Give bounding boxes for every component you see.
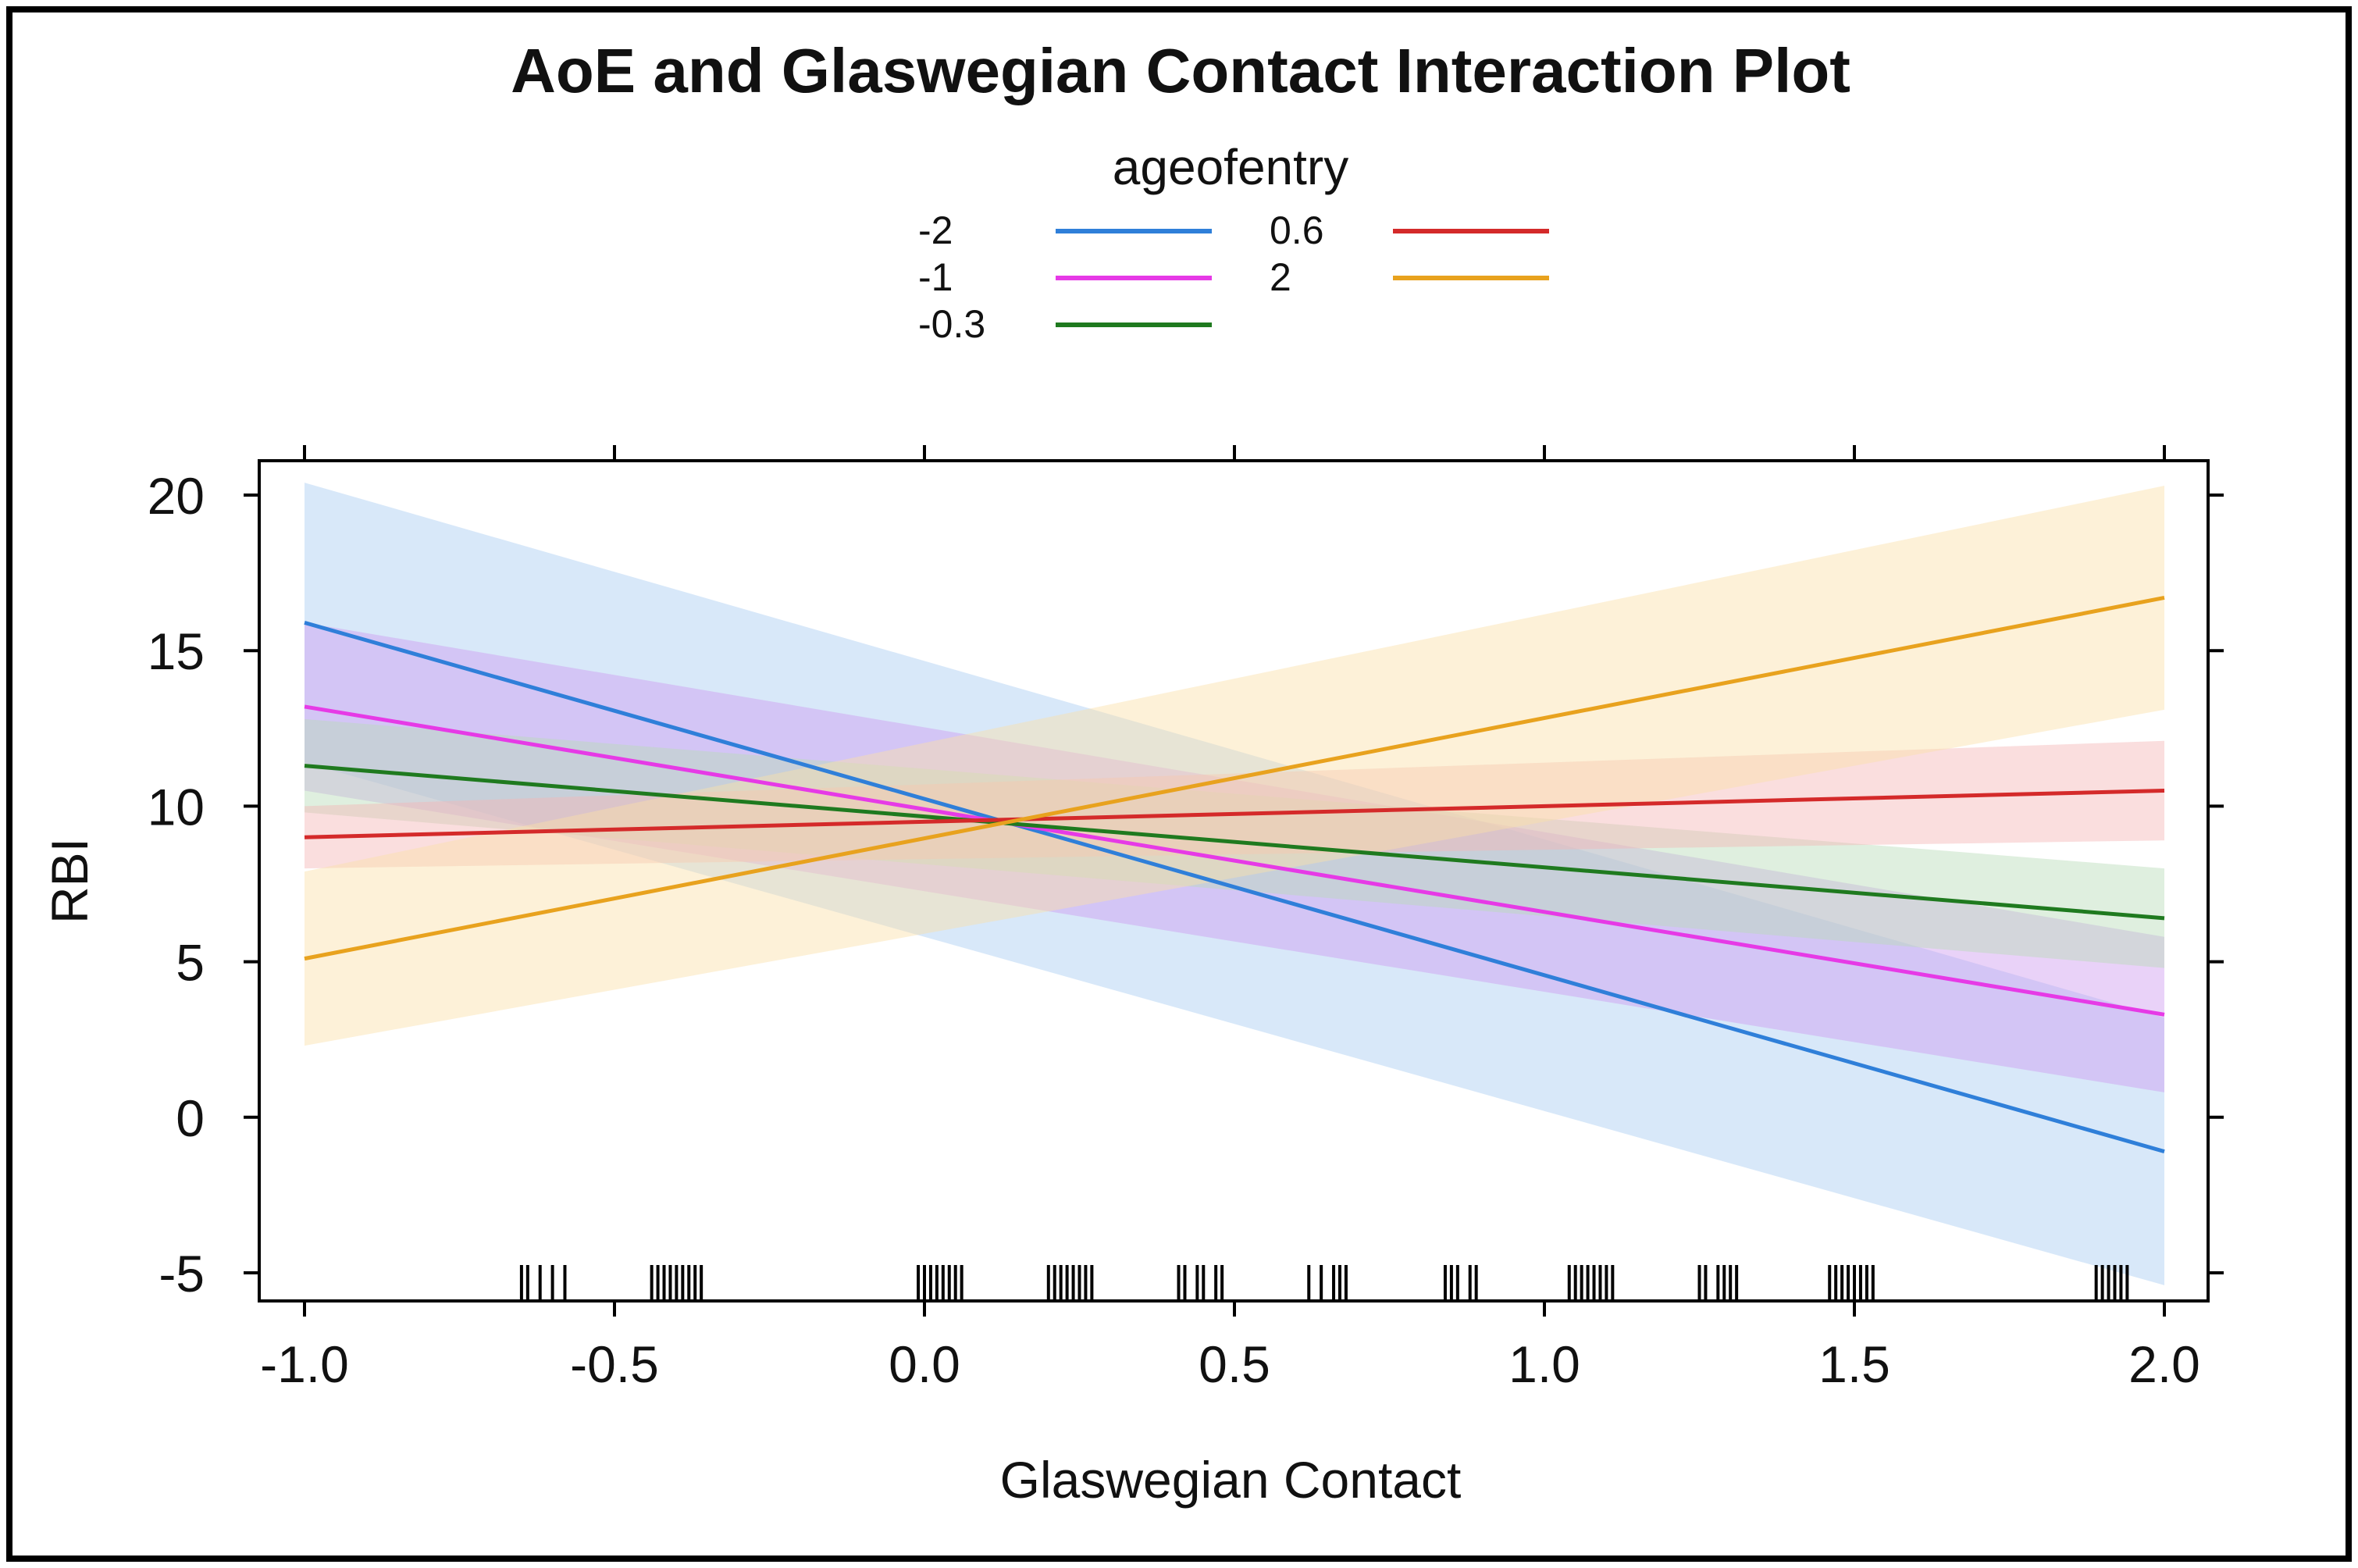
- x-tick-label-4: 1.0: [1508, 1335, 1580, 1393]
- rug-ticks: [519, 1265, 2129, 1301]
- legend-title: ageofentry: [1113, 139, 1348, 195]
- line-series-2: [304, 764, 2165, 921]
- x-tick-label-3: 0.5: [1199, 1335, 1270, 1393]
- chart-title: AoE and Glaswegian Contact Interaction P…: [511, 36, 1850, 105]
- x-tick-label-0: -1.0: [260, 1335, 349, 1393]
- y-axis-label: RBI: [41, 838, 98, 924]
- plot-area: -1.0 -0.5 0.0 0.5 1.0 1.5 2.0 20 15 10 5 0 -5: [148, 445, 2224, 1393]
- y-tick-label-5: -5: [159, 1245, 205, 1303]
- series-lines: [304, 596, 2165, 1154]
- band-series-0: [305, 483, 2164, 1285]
- band-series-3: [305, 740, 2164, 869]
- y-tick-label-0: 20: [148, 467, 205, 525]
- y-tick-label-3: 5: [176, 934, 205, 992]
- x-tick-label-2: 0.0: [889, 1335, 960, 1393]
- line-series-3: [304, 788, 2165, 839]
- line-series-1: [304, 704, 2165, 1017]
- band-series-1: [305, 622, 2164, 1092]
- legend-label-1: -1: [918, 255, 953, 299]
- x-tick-label-6: 2.0: [2128, 1335, 2200, 1393]
- y-axis-ticks: 20 15 10 5 0 -5: [148, 467, 2224, 1303]
- legend: ageofentry -2-1-0.3 0.62: [918, 139, 1549, 346]
- x-tick-label-5: 1.5: [1818, 1335, 1890, 1393]
- band-series-4: [305, 486, 2164, 1046]
- line-series-0: [304, 620, 2165, 1154]
- y-tick-label-1: 15: [148, 622, 205, 680]
- legend-label-2: -0.3: [918, 302, 985, 346]
- legend-label-4: 2: [1270, 255, 1291, 299]
- x-tick-label-1: -0.5: [570, 1335, 659, 1393]
- line-series-4: [304, 596, 2165, 961]
- x-axis-label: Glaswegian Contact: [1000, 1451, 1462, 1509]
- legend-entries: -2-1-0.3 0.62: [918, 208, 1549, 346]
- legend-label-3: 0.6: [1270, 208, 1324, 252]
- y-tick-label-4: 0: [176, 1089, 205, 1147]
- y-tick-label-2: 10: [148, 778, 205, 836]
- x-axis-ticks: -1.0 -0.5 0.0 0.5 1.0 1.5 2.0: [260, 445, 2200, 1393]
- legend-label-0: -2: [918, 208, 953, 252]
